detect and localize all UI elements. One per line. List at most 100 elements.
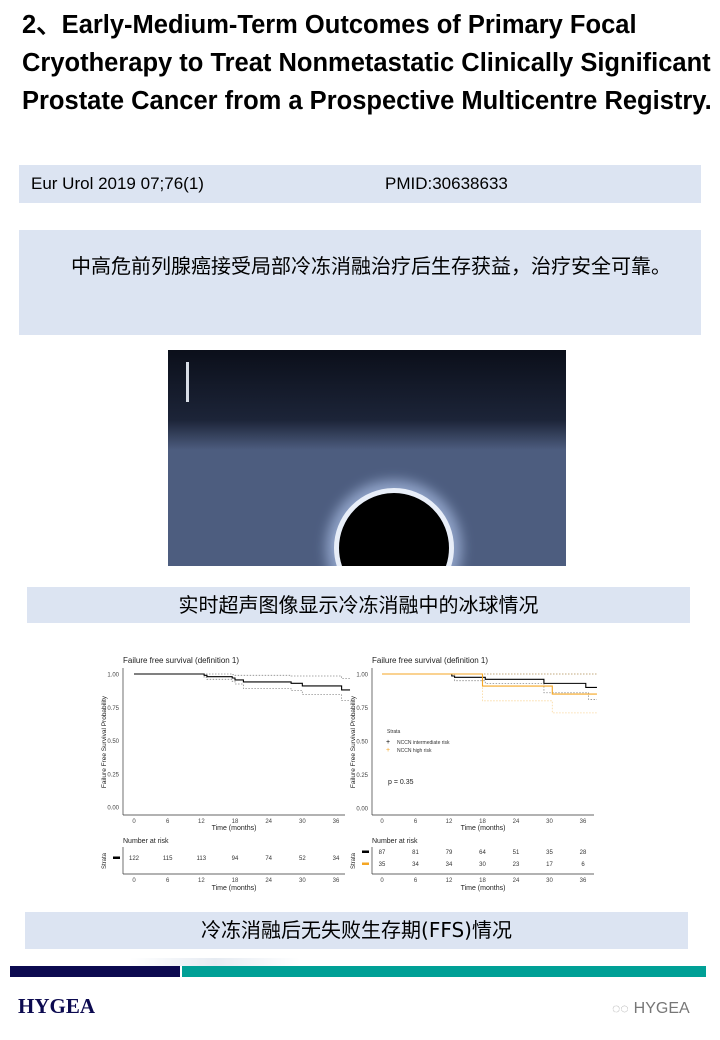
risk-x-tick-label: 6 — [166, 878, 170, 884]
legend-label: NCCN intermediate risk — [397, 740, 450, 746]
legend-label: NCCN high risk — [397, 748, 432, 754]
y-tick-label: 0.25 — [107, 772, 119, 778]
risk-count: 6 — [581, 862, 585, 868]
wechat-icon: ◌◌ — [612, 1000, 629, 1016]
x-tick-label: 36 — [333, 819, 340, 825]
risk-x-tick-label: 18 — [232, 878, 239, 884]
risk-table-title: Number at risk — [123, 838, 169, 845]
risk-count: 52 — [299, 856, 306, 862]
journal-citation: Eur Urol 2019 07;76(1) — [31, 174, 204, 193]
risk-x-axis-label: Time (months) — [461, 885, 506, 892]
p-value-annotation: p = 0.35 — [388, 779, 414, 786]
hygea-logo: HYGEA — [18, 994, 96, 1018]
footer-bar-teal — [182, 966, 706, 977]
x-tick-label: 12 — [198, 819, 205, 825]
y-tick-label: 0.00 — [356, 807, 368, 813]
risk-x-tick-label: 36 — [333, 878, 340, 884]
x-axis-label: Time (months) — [461, 825, 506, 832]
y-tick-label: 0.50 — [356, 740, 368, 746]
risk-count: 30 — [479, 862, 486, 868]
risk-x-tick-label: 0 — [132, 878, 136, 884]
risk-count: 74 — [265, 856, 272, 862]
risk-count: 34 — [446, 862, 453, 868]
risk-count: 113 — [197, 856, 207, 862]
strata-marker — [362, 850, 369, 853]
x-tick-label: 6 — [166, 819, 170, 825]
y-tick-label: 1.00 — [356, 673, 368, 679]
x-tick-label: 0 — [132, 819, 136, 825]
y-axis-label: Failure Free Survival Probability — [350, 695, 357, 788]
y-tick-label: 0.75 — [356, 706, 368, 712]
x-axis-label: Time (months) — [212, 825, 257, 832]
strata-marker — [113, 856, 120, 859]
y-tick-label: 0.75 — [107, 706, 119, 712]
risk-y-label: Strata — [351, 852, 357, 869]
x-tick-label: 24 — [513, 819, 520, 825]
risk-x-tick-label: 12 — [446, 878, 453, 884]
risk-count: 28 — [580, 850, 587, 856]
risk-count: 17 — [546, 862, 553, 868]
risk-x-tick-label: 12 — [198, 878, 205, 884]
risk-count: 34 — [412, 862, 419, 868]
footer-bar-navy — [10, 966, 180, 977]
watermark: ◌◌ HYGEA — [612, 1000, 690, 1018]
risk-count: 115 — [163, 856, 173, 862]
risk-x-tick-label: 0 — [380, 878, 384, 884]
risk-x-tick-label: 24 — [265, 878, 272, 884]
ultrasound-image — [168, 350, 566, 566]
y-tick-label: 0.50 — [107, 739, 119, 745]
risk-x-tick-label: 6 — [414, 878, 418, 884]
summary-text: 中高危前列腺癌接受局部冷冻消融治疗后生存获益，治疗安全可靠。 — [19, 230, 701, 335]
ci-lower-line — [134, 673, 351, 701]
legend-marker: + — [386, 747, 390, 754]
watermark-text: HYGEA — [633, 1000, 690, 1017]
x-tick-label: 18 — [232, 819, 239, 825]
y-axis-label: Failure Free Survival Probability — [101, 695, 108, 788]
risk-x-axis-label: Time (months) — [212, 885, 257, 892]
x-tick-label: 6 — [414, 819, 418, 825]
risk-count: 79 — [446, 850, 453, 856]
x-tick-label: 36 — [580, 819, 587, 825]
risk-y-label: Strata — [102, 852, 108, 869]
x-tick-label: 30 — [546, 819, 553, 825]
survival-curve — [382, 673, 597, 688]
x-tick-label: 30 — [299, 819, 306, 825]
citation-bar: Eur Urol 2019 07;76(1) PMID:30638633 — [19, 165, 701, 203]
risk-x-tick-label: 30 — [546, 878, 553, 884]
chart-title: Failure free survival (definition 1) — [123, 656, 239, 665]
risk-count: 87 — [379, 850, 386, 856]
x-tick-label: 18 — [479, 819, 486, 825]
risk-count: 51 — [513, 850, 520, 856]
strata-marker — [362, 862, 369, 865]
risk-x-tick-label: 36 — [580, 878, 587, 884]
y-tick-label: 0.00 — [107, 806, 119, 812]
ffs-caption: 冷冻消融后无失败生存期(FFS)情况 — [25, 912, 688, 949]
legend-title: Strata — [387, 729, 401, 735]
risk-x-tick-label: 24 — [513, 878, 520, 884]
risk-table-title: Number at risk — [372, 838, 418, 845]
survival-curve — [134, 673, 351, 691]
ci-lower-line — [382, 673, 597, 714]
x-tick-label: 24 — [265, 819, 272, 825]
risk-count: 64 — [479, 850, 486, 856]
ci-upper-line — [134, 673, 351, 680]
y-tick-label: 0.25 — [356, 773, 368, 779]
risk-count: 34 — [333, 856, 340, 862]
risk-count: 23 — [513, 862, 520, 868]
risk-count: 35 — [379, 862, 386, 868]
legend-marker: + — [386, 739, 390, 746]
risk-count: 35 — [546, 850, 553, 856]
x-tick-label: 0 — [380, 819, 384, 825]
risk-count: 122 — [129, 856, 140, 862]
risk-x-tick-label: 30 — [299, 878, 306, 884]
risk-count: 81 — [412, 850, 419, 856]
x-tick-label: 12 — [446, 819, 453, 825]
page-title: 2、Early-Medium-Term Outcomes of Primary … — [22, 11, 712, 115]
ci-lower-line — [382, 673, 597, 700]
risk-x-tick-label: 18 — [479, 878, 486, 884]
chart-title: Failure free survival (definition 1) — [372, 656, 488, 665]
y-tick-label: 1.00 — [107, 673, 119, 679]
pmid: PMID:30638633 — [385, 174, 508, 193]
